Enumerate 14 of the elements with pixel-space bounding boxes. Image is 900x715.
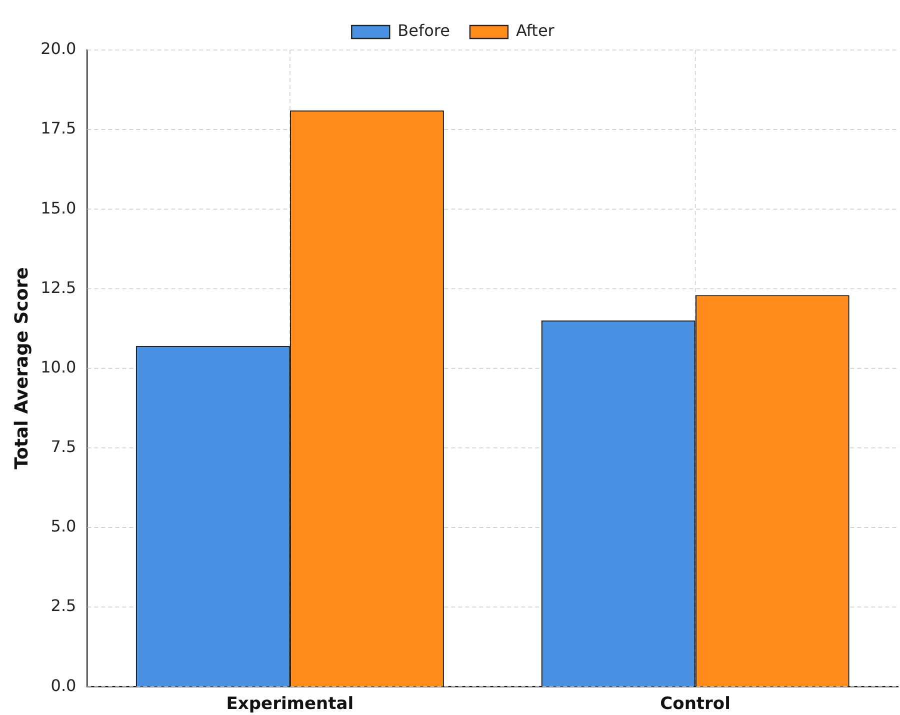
y-axis-title: Total Average Score — [11, 267, 32, 470]
y-tick-label: 0.0 — [50, 676, 76, 695]
y-tick-label: 7.5 — [50, 437, 76, 456]
y-tick-label: 17.5 — [40, 118, 76, 138]
y-tick-label: 10.0 — [40, 357, 76, 376]
y-tick-label: 2.5 — [50, 596, 76, 616]
x-tick-label: Experimental — [226, 694, 354, 714]
legend-label: After — [516, 21, 555, 40]
y-tick-label: 5.0 — [50, 516, 76, 536]
y-tick-label: 12.5 — [40, 278, 76, 297]
x-tick-label: Control — [660, 694, 730, 714]
y-tick-label: 15.0 — [40, 198, 76, 218]
legend-label: Before — [398, 21, 450, 40]
y-tick-label: 20.0 — [40, 39, 76, 58]
